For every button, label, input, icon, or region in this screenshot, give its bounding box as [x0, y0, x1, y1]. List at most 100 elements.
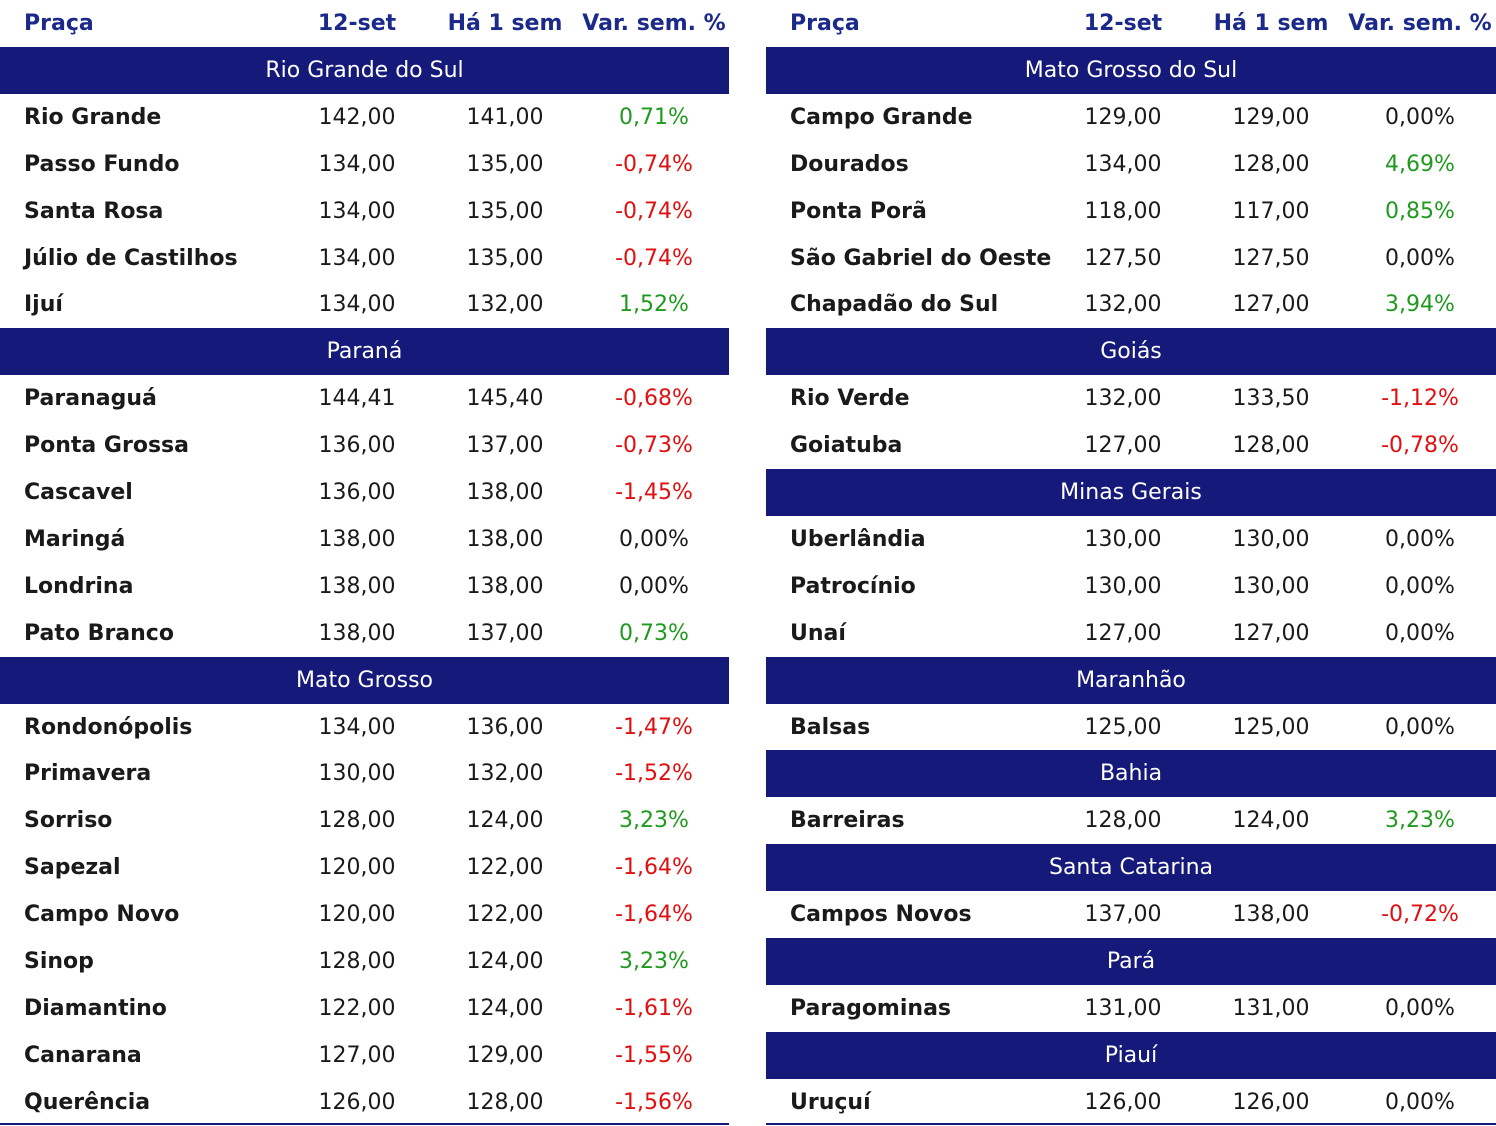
group-title: Rio Grande do Sul: [265, 57, 464, 83]
value-cell: -1,56%: [615, 1089, 693, 1115]
column-header: Var. sem. %: [582, 11, 726, 36]
place-cell: Londrina: [24, 573, 134, 599]
value-cell: 138,00: [466, 573, 544, 599]
value-cell: 0,00%: [1385, 526, 1455, 552]
group-band: [766, 656, 1496, 704]
value-cell: 0,00%: [1385, 1089, 1455, 1115]
value-cell: 134,00: [318, 198, 396, 224]
value-cell: 138,00: [466, 480, 544, 505]
group-band: [766, 938, 1496, 985]
group-band: [766, 469, 1496, 516]
bottom-rule: [0, 1123, 729, 1125]
value-cell: 134,00: [1084, 151, 1162, 177]
group-title: Minas Gerais: [1060, 480, 1202, 505]
value-cell: -1,61%: [615, 995, 693, 1021]
value-cell: 137,00: [466, 620, 544, 646]
value-cell: -0,74%: [615, 198, 693, 224]
value-cell: -1,12%: [1381, 386, 1459, 412]
value-cell: 128,00: [466, 1089, 544, 1115]
value-cell: -1,64%: [615, 902, 693, 928]
place-cell: Rio Verde: [790, 386, 910, 412]
value-cell: 128,00: [1232, 151, 1310, 177]
place-cell: Campo Grande: [790, 104, 973, 130]
value-cell: 126,00: [1084, 1089, 1162, 1115]
column-header: Há 1 sem: [1213, 11, 1329, 36]
value-cell: 127,50: [1084, 245, 1162, 271]
value-cell: 126,00: [1232, 1089, 1310, 1115]
value-cell: 131,00: [1232, 995, 1310, 1021]
value-cell: 126,00: [318, 1089, 396, 1115]
value-cell: 3,23%: [619, 949, 689, 974]
value-cell: 132,00: [1084, 386, 1162, 412]
group-title: Paraná: [326, 339, 403, 365]
place-cell: Sapezal: [24, 855, 121, 881]
value-cell: 135,00: [466, 198, 544, 224]
value-cell: -1,47%: [615, 714, 693, 740]
value-cell: 124,00: [466, 808, 544, 834]
place-cell: Rio Grande: [24, 104, 162, 130]
value-cell: -0,72%: [1381, 902, 1459, 928]
value-cell: 1,52%: [619, 292, 689, 318]
value-cell: 127,00: [1232, 620, 1310, 646]
value-cell: 132,00: [466, 292, 544, 318]
place-cell: Pato Branco: [24, 620, 174, 646]
value-cell: 127,00: [1232, 292, 1310, 318]
group-title: Goiás: [1100, 339, 1162, 365]
value-cell: 135,00: [466, 245, 544, 271]
value-cell: 124,00: [1232, 808, 1310, 834]
value-cell: 0,00%: [1385, 995, 1455, 1021]
place-cell: Dourados: [790, 151, 909, 177]
place-cell: Goiatuba: [790, 433, 903, 459]
value-cell: 136,00: [318, 433, 396, 459]
group-title: Bahia: [1099, 761, 1163, 787]
value-cell: 125,00: [1084, 714, 1162, 740]
column-header: Var. sem. %: [1348, 11, 1492, 36]
place-cell: Unaí: [790, 620, 846, 646]
place-cell: São Gabriel do Oeste: [790, 245, 1052, 271]
value-cell: -0,73%: [615, 433, 693, 459]
place-cell: Patrocínio: [790, 573, 916, 599]
value-cell: 141,00: [466, 104, 544, 130]
group-band: [766, 1031, 1496, 1079]
value-cell: 0,71%: [619, 104, 689, 130]
value-cell: -0,74%: [615, 245, 693, 271]
place-cell: Sorriso: [24, 808, 113, 834]
value-cell: 124,00: [466, 995, 544, 1021]
value-cell: 0,00%: [1385, 620, 1455, 646]
column-header: 12-set: [317, 11, 397, 36]
value-cell: 130,00: [1084, 526, 1162, 552]
group-title: Mato Grosso: [296, 667, 433, 693]
value-cell: 132,00: [1084, 292, 1162, 318]
value-cell: 130,00: [318, 761, 396, 787]
place-cell: Chapadão do Sul: [790, 292, 999, 318]
value-cell: 0,00%: [1385, 104, 1455, 130]
value-cell: 138,00: [318, 620, 396, 646]
group-band: [766, 750, 1496, 798]
place-cell: Diamantino: [24, 995, 167, 1021]
place-cell: Júlio de Castilhos: [24, 245, 238, 271]
value-cell: 3,23%: [1385, 808, 1455, 834]
place-cell: Cascavel: [24, 480, 133, 505]
place-cell: Barreiras: [790, 808, 905, 834]
value-cell: 0,00%: [1385, 573, 1455, 599]
value-cell: 0,85%: [1385, 198, 1455, 224]
value-cell: 128,00: [1084, 808, 1162, 834]
place-cell: Paranaguá: [24, 386, 157, 412]
value-cell: 3,94%: [1385, 292, 1455, 318]
column-header: Praça: [790, 11, 860, 36]
place-cell: Uruçuí: [790, 1089, 871, 1115]
value-cell: 142,00: [318, 104, 396, 130]
value-cell: 131,00: [1084, 995, 1162, 1021]
value-cell: 127,00: [1084, 433, 1162, 459]
place-cell: Sinop: [24, 949, 94, 974]
value-cell: 0,00%: [1385, 245, 1455, 271]
value-cell: 3,23%: [619, 808, 689, 834]
place-cell: Uberlândia: [790, 526, 926, 552]
value-cell: 124,00: [466, 949, 544, 974]
value-cell: 128,00: [1232, 433, 1310, 459]
group-title: Pará: [1106, 949, 1156, 974]
value-cell: 4,69%: [1385, 151, 1455, 177]
value-cell: 127,00: [318, 1042, 396, 1068]
group-title: Piauí: [1104, 1042, 1158, 1068]
